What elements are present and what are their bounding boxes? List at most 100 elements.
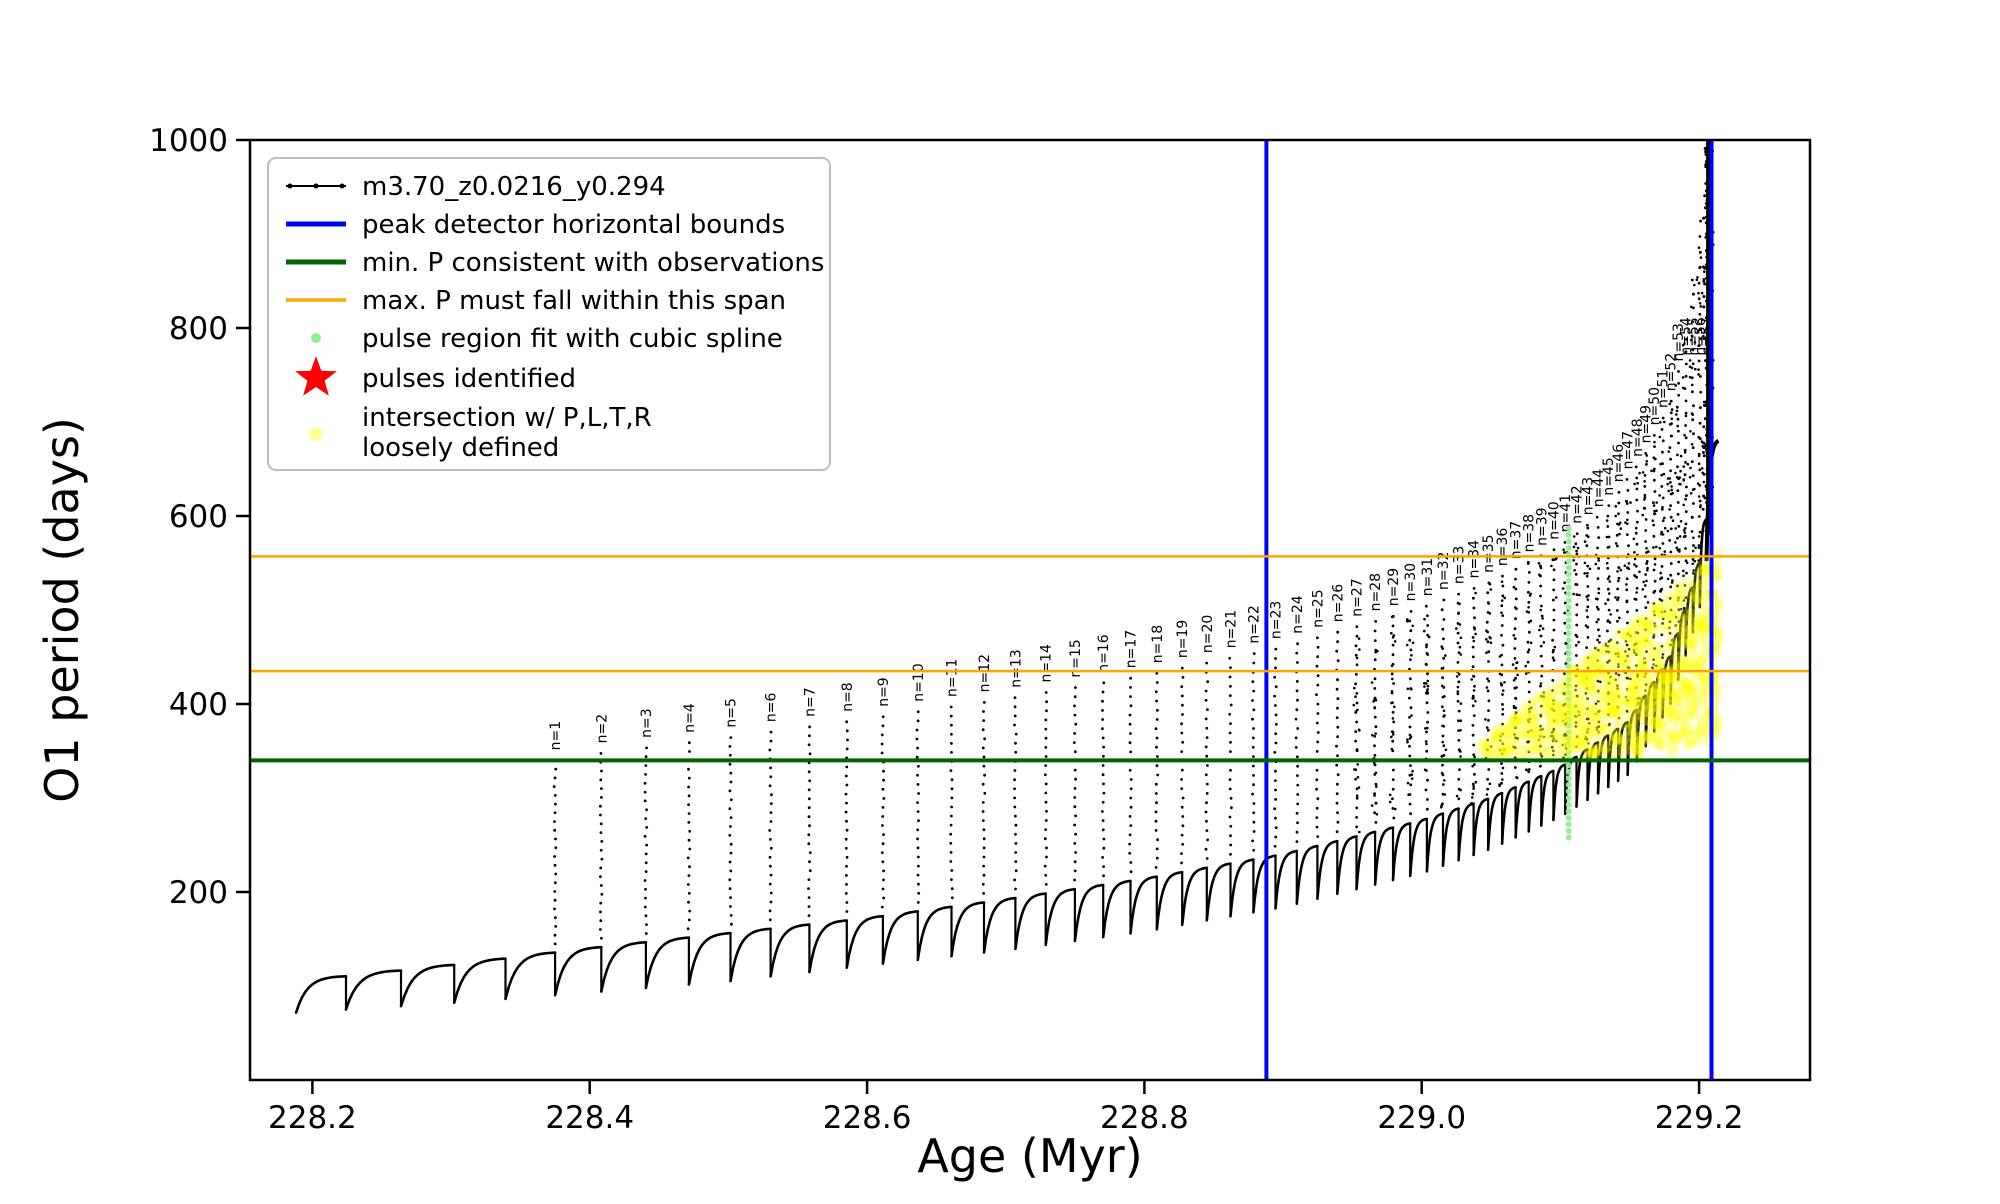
pulse-spike-dot xyxy=(1697,495,1701,498)
pulse-spike-dot xyxy=(1501,584,1505,588)
pulse-spike-dot xyxy=(1653,647,1657,650)
pulse-spike-dot xyxy=(1315,816,1319,819)
spline-dot xyxy=(1565,801,1572,808)
pulse-spike-dot xyxy=(1653,579,1657,583)
intersection-dot xyxy=(1711,595,1724,607)
pulse-spike-dot xyxy=(1655,509,1658,512)
pulse-spike-dot xyxy=(1677,608,1681,612)
pulse-spike-dot xyxy=(844,792,848,796)
pulse-spike-dot xyxy=(1229,740,1232,744)
pulse-spike-dot xyxy=(1424,740,1428,743)
pulse-label: n=30 xyxy=(1403,563,1419,601)
intersection-dot xyxy=(1641,637,1653,650)
intersection-dot xyxy=(1626,728,1639,741)
pulse-spike-dot xyxy=(1689,492,1693,495)
intersection-dot xyxy=(1649,717,1662,730)
pulse-spike-dot xyxy=(1180,685,1184,689)
pulse-spike-dot xyxy=(1358,648,1361,651)
pulse-spike-dot xyxy=(1577,710,1580,713)
pulse-spike-dot xyxy=(1355,794,1359,797)
pulse-spike-dot xyxy=(1697,559,1700,562)
intersection-dot xyxy=(1680,659,1693,672)
pulse-spike-dot xyxy=(1684,559,1688,563)
pulse-spike-dot xyxy=(1426,684,1430,688)
pulse-spike-dot xyxy=(1663,516,1666,520)
terminal-spike-dot xyxy=(1707,243,1710,247)
pulse-spike-dot xyxy=(1644,628,1647,631)
intersection-dot xyxy=(1531,742,1544,755)
pulse-spike-dot xyxy=(1652,534,1656,538)
pulse-spike-dot xyxy=(1472,787,1475,790)
intersection-dot xyxy=(1491,731,1504,744)
pulse-spike-dot xyxy=(1574,704,1578,708)
pulse-spike-dot xyxy=(1617,490,1621,494)
pulse-spike-dot xyxy=(1699,219,1702,223)
spline-fit-dots xyxy=(1565,525,1572,841)
pulse-spike-dot xyxy=(1441,724,1444,728)
pulse-spike-dot xyxy=(1695,278,1699,282)
pulse-spike-dot xyxy=(1374,732,1377,735)
intersection-dot xyxy=(1631,694,1644,707)
pulse-spike-dot xyxy=(1073,860,1077,864)
intersection-dot xyxy=(1675,708,1688,721)
intersection-dot xyxy=(1669,732,1682,745)
intersection-dot xyxy=(1565,721,1578,734)
pulse-spike-dot xyxy=(915,755,919,759)
terminal-spike-dot xyxy=(1705,255,1709,259)
pulse-spike-dot xyxy=(982,873,986,877)
pulse-cycle-curve xyxy=(399,963,456,1008)
pulse-spike-dot xyxy=(1669,573,1673,577)
intersection-dot xyxy=(1633,701,1646,714)
spline-dot xyxy=(1565,683,1572,690)
pulse-spike-dot xyxy=(1653,557,1657,561)
pulse-spike-dot xyxy=(1500,599,1504,602)
intersection-dot xyxy=(1522,713,1535,726)
intersection-dot xyxy=(1517,720,1529,733)
pulse-spike-dot xyxy=(881,724,885,728)
pulse-spike-dot xyxy=(554,872,558,876)
pulse-spike-dot xyxy=(1638,570,1641,574)
terminal-spike-dot xyxy=(1701,451,1705,454)
pulse-spike-dot xyxy=(1550,746,1554,749)
intersection-dot xyxy=(1684,633,1697,646)
pulse-spike-dot xyxy=(1537,738,1541,742)
pulse-spike-dot xyxy=(949,851,953,854)
pulse-spike-dot xyxy=(1527,606,1530,609)
intersection-dot xyxy=(1656,607,1669,620)
intersection-dot xyxy=(1603,671,1615,684)
pulse-spike-dot xyxy=(1663,526,1667,530)
pulse-spike-dot xyxy=(1128,833,1132,837)
pulse-spike-dot xyxy=(729,905,732,908)
pulse-spike-dot xyxy=(1669,550,1673,554)
pulse-spike-dot xyxy=(1501,614,1505,617)
pulse-spike-dot xyxy=(1180,787,1184,791)
pulse-spike-dot xyxy=(917,764,920,768)
pulse-spike-dot xyxy=(1596,526,1600,529)
pulse-spike-dot xyxy=(1563,682,1567,686)
pulse-spike-dot xyxy=(1645,463,1648,466)
pulse-spike-dot xyxy=(1408,737,1412,740)
intersection-dot xyxy=(1661,613,1674,626)
pulse-spike-dot xyxy=(1128,741,1132,745)
intersection-dot xyxy=(1613,653,1625,666)
intersection-dot xyxy=(1645,695,1658,707)
pulse-spike-dot xyxy=(1550,564,1553,568)
pulse-spike-dot xyxy=(599,901,603,905)
intersection-dot xyxy=(1625,737,1638,750)
pulse-spike-dot xyxy=(1633,482,1636,486)
pulse-spike-dot xyxy=(1391,778,1395,781)
pulse-spike-dot xyxy=(1204,773,1208,777)
pulse-spike-dot xyxy=(1252,774,1255,777)
pulse-spike-dot xyxy=(1674,615,1678,619)
pulse-spike-dot xyxy=(1633,557,1637,561)
intersection-dot xyxy=(1651,736,1664,749)
pulse-label: n=56 xyxy=(1693,317,1709,356)
pulse-spike-dot xyxy=(808,824,811,828)
pulse-spike-dot xyxy=(1374,725,1378,729)
pulse-spike-dot xyxy=(1616,619,1619,623)
pulse-spike-dot xyxy=(807,842,811,846)
pulse-spike-dot xyxy=(1251,792,1254,796)
pulse-spike-dot xyxy=(1440,684,1444,688)
intersection-dot xyxy=(1664,705,1677,718)
pulse-spike-dot xyxy=(1410,777,1414,780)
